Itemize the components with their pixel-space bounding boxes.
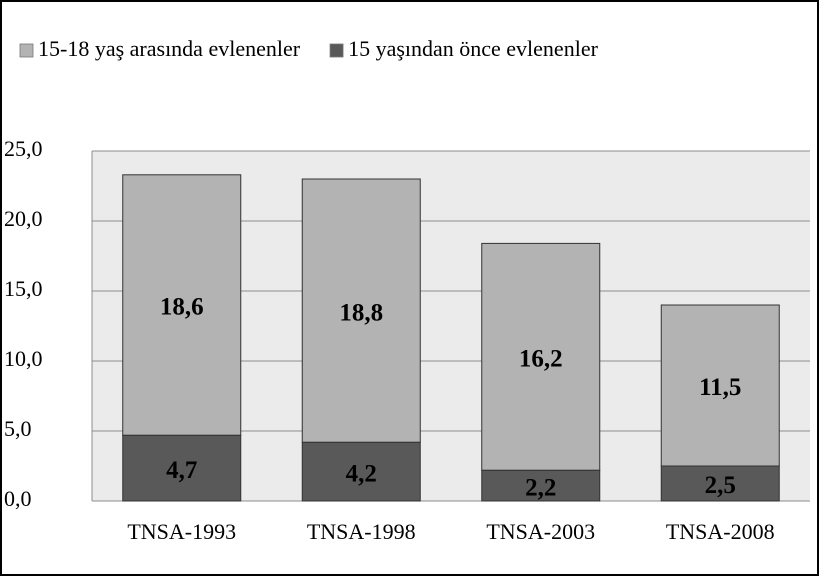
y-tick-label: 15,0 <box>4 276 43 301</box>
data-label: 4,7 <box>166 457 197 484</box>
data-label: 11,5 <box>699 374 741 401</box>
bar-segment <box>122 434 242 502</box>
bar-segment <box>301 441 421 502</box>
data-label: 18,6 <box>160 294 204 321</box>
data-label: 2,5 <box>705 472 736 499</box>
y-tick-label: 20,0 <box>4 206 43 231</box>
data-label: 2,2 <box>525 474 556 501</box>
data-label: 4,2 <box>346 460 377 487</box>
bar-segment <box>481 469 601 502</box>
legend-label: 15-18 yaş arasında evlenenler <box>38 36 301 61</box>
data-label: 18,8 <box>339 299 383 326</box>
x-tick-label: TNSA-1998 <box>307 519 416 544</box>
x-tick-label: TNSA-1993 <box>127 519 236 544</box>
legend-swatch <box>329 43 344 58</box>
bar-segment <box>660 304 780 467</box>
bar-segment <box>122 174 242 436</box>
bar-segment <box>660 465 780 502</box>
data-label: 16,2 <box>519 346 563 373</box>
y-tick-label: 5,0 <box>4 416 32 441</box>
bar-segment <box>301 178 421 443</box>
x-tick-label: TNSA-2003 <box>486 519 595 544</box>
legend-swatch <box>19 43 34 58</box>
y-tick-label: 0,0 <box>4 486 32 511</box>
y-tick-label: 25,0 <box>4 136 43 161</box>
legend-label: 15 yaşından önce evlenenler <box>348 36 599 61</box>
y-tick-label: 10,0 <box>4 346 43 371</box>
bar-segment <box>481 242 601 471</box>
x-tick-label: TNSA-2008 <box>666 519 775 544</box>
